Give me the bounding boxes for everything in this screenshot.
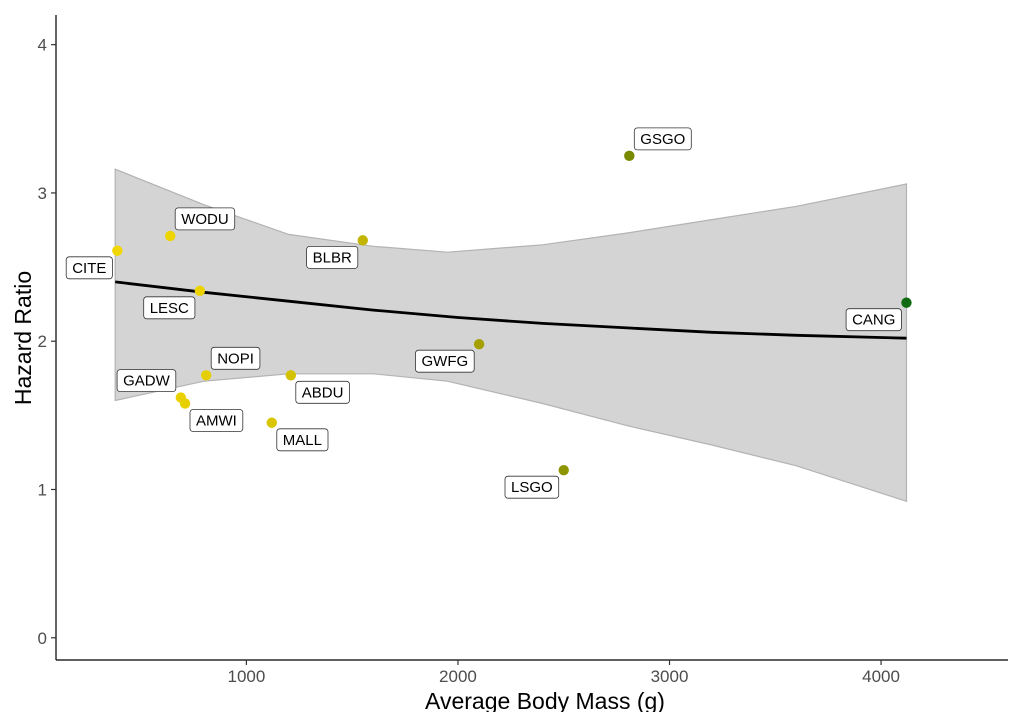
point-label-lesc: LESC: [143, 296, 196, 320]
point-label-box: [210, 346, 261, 370]
point-label-text: BLBR: [313, 249, 352, 266]
point-label-text: GWFG: [422, 353, 469, 370]
point-label-text: CITE: [72, 260, 106, 277]
point-label-text: LESC: [150, 300, 189, 317]
point-label-box: [306, 245, 359, 269]
data-point-nopi: [201, 370, 212, 381]
y-tick-label: 0: [38, 629, 47, 648]
point-label-box: [65, 256, 113, 280]
point-label-box: [633, 127, 692, 151]
point-label-box: [504, 475, 560, 499]
axes-layer: 1000 2000 3000 4000 0 1 2 3 4: [38, 15, 1008, 686]
data-point-cang: [901, 297, 912, 308]
data-point-wodu: [165, 230, 176, 242]
point-label-amwi: AMWI: [189, 409, 244, 432]
point-label-box: [415, 349, 475, 373]
point-label-text: GSGO: [640, 131, 685, 148]
point-label-abdu: ABDU: [295, 380, 350, 404]
point-label-gadw: GADW: [116, 369, 177, 393]
y-tick-label: 2: [38, 332, 47, 351]
point-label-cite: CITE: [65, 256, 113, 280]
y-tick-label: 1: [38, 480, 47, 499]
points-layer: [112, 150, 912, 476]
point-label-gsgo: GSGO: [633, 127, 692, 151]
point-label-box: [116, 369, 177, 393]
point-label-box: [174, 207, 236, 231]
point-label-text: WODU: [181, 211, 229, 228]
data-point-gsgo: [624, 150, 635, 162]
point-label-nopi: NOPI: [210, 346, 261, 370]
y-axis-title: Hazard Ratio: [10, 271, 36, 405]
point-labels-layer: CITE WODU LESC NOPI GADW AMWI MALL ABDU BLBR GWFG…: [65, 127, 902, 499]
point-label-mall: MALL: [276, 428, 329, 452]
point-label-text: ABDU: [302, 384, 344, 401]
point-label-text: LSGO: [511, 479, 553, 496]
point-label-text: AMWI: [196, 413, 237, 430]
point-label-box: [845, 308, 902, 332]
y-tick-label: 3: [38, 184, 47, 203]
point-label-box: [143, 296, 196, 320]
point-label-box: [189, 409, 244, 432]
x-tick-label: 2000: [439, 667, 477, 686]
point-label-box: [295, 380, 350, 404]
data-point-blbr: [357, 235, 368, 246]
point-label-blbr: BLBR: [306, 245, 359, 269]
point-label-text: GADW: [123, 373, 171, 390]
point-label-text: CANG: [852, 312, 895, 329]
data-point-abdu: [285, 370, 297, 381]
point-label-gwfg: GWFG: [415, 349, 475, 373]
trend-line-layer: [115, 280, 907, 340]
point-label-box: [276, 428, 329, 452]
data-point-gwfg: [473, 338, 485, 350]
point-label-wodu: WODU: [174, 207, 236, 231]
x-axis-title: Average Body Mass (g): [425, 688, 665, 712]
point-label-text: NOPI: [217, 350, 254, 367]
data-point-lsgo: [558, 465, 569, 476]
data-point-cite: [112, 245, 123, 256]
data-point-amwi: [179, 398, 191, 409]
x-tick-label: 1000: [227, 667, 265, 686]
x-tick-label: 3000: [651, 667, 689, 686]
y-tick-label: 4: [38, 36, 47, 55]
data-point-lesc: [194, 285, 206, 296]
data-point-mall: [266, 417, 277, 428]
x-tick-label: 4000: [862, 667, 900, 686]
point-label-cang: CANG: [845, 308, 902, 332]
trend-line: [115, 280, 907, 340]
point-label-text: MALL: [283, 432, 322, 449]
point-label-lsgo: LSGO: [504, 475, 560, 499]
